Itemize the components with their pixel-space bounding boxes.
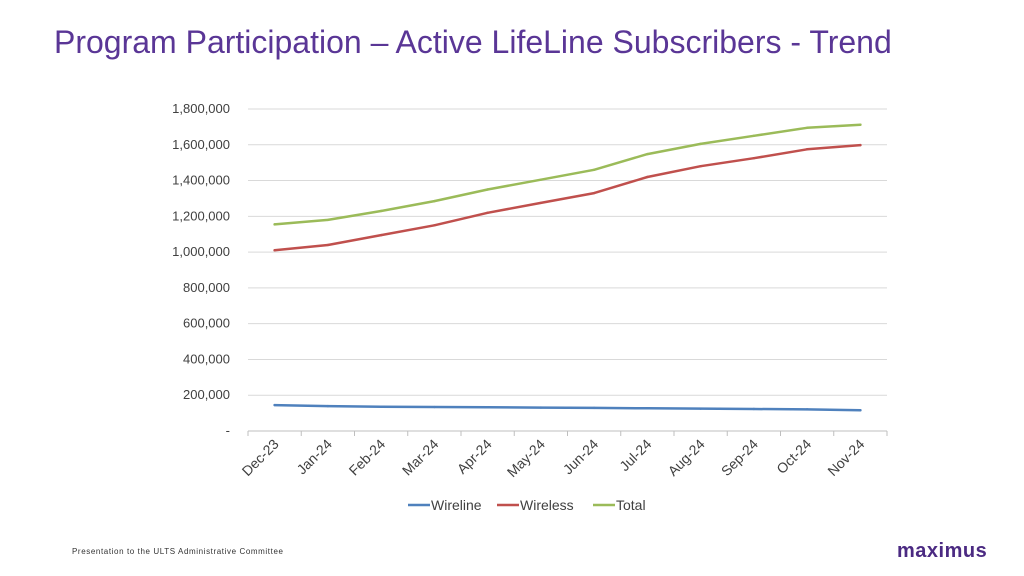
x-tick-label: Oct-24 — [773, 436, 814, 477]
data-point-wireless — [486, 211, 489, 214]
chart-axes: - 200,000 400,000 600,000 800,000 1,000,000 1,… — [172, 101, 888, 480]
data-point-total — [752, 134, 756, 138]
data-point-wireless — [379, 233, 383, 237]
data-point-total — [646, 152, 649, 156]
y-tick-label: 1,400,000 — [172, 173, 230, 188]
y-tick-label: 400,000 — [183, 351, 230, 366]
footer-text: Presentation to the ULTS Administrative … — [72, 547, 284, 556]
data-point-wireline — [592, 406, 596, 410]
data-point-wireline — [326, 404, 330, 408]
data-point-wireline — [379, 405, 383, 408]
data-point-wireless — [273, 249, 276, 252]
x-tick-label: Feb-24 — [346, 436, 389, 479]
data-point-total — [539, 178, 543, 181]
data-point-wireless — [592, 191, 596, 195]
data-point-wireline — [646, 407, 649, 410]
data-point-total — [273, 223, 276, 226]
legend-label-wireless: Wireless — [520, 497, 574, 513]
data-point-total — [805, 126, 809, 129]
chart-legend: Wireline Wireless Total — [408, 497, 646, 513]
data-point-wireline — [539, 406, 543, 409]
data-point-total — [486, 188, 489, 191]
y-tick-label: 1,800,000 — [172, 101, 230, 116]
data-point-wireline — [486, 406, 489, 409]
data-point-total — [326, 218, 330, 222]
y-tick-label: 200,000 — [183, 387, 230, 402]
y-tick-label: 1,200,000 — [172, 208, 230, 223]
x-tick-label: Jul-24 — [616, 436, 654, 474]
data-point-wireline — [859, 409, 862, 412]
series-line-wireline — [273, 403, 862, 412]
x-tick-label: Jun-24 — [560, 436, 602, 478]
data-point-wireline — [273, 403, 276, 407]
x-tick-label: May-24 — [504, 436, 548, 480]
slide-title: Program Participation – Active LifeLine … — [54, 24, 892, 60]
data-point-wireless — [326, 243, 330, 247]
x-tick-label: Jan-24 — [293, 436, 335, 478]
x-tick-label: Dec-23 — [239, 436, 282, 479]
data-point-wireless — [859, 143, 862, 147]
x-tick-label: Nov-24 — [824, 436, 867, 479]
data-point-wireless — [646, 175, 649, 179]
legend-label-total: Total — [616, 497, 646, 513]
y-tick-label: - — [226, 423, 230, 438]
data-point-wireline — [699, 407, 702, 410]
chart-series — [273, 123, 862, 412]
data-point-total — [592, 168, 596, 172]
data-point-wireless — [433, 224, 436, 227]
data-point-total — [379, 209, 383, 213]
maximus-logo: maximus — [897, 540, 988, 562]
data-point-total — [859, 123, 862, 126]
data-point-wireline — [433, 405, 436, 409]
x-tick-label: Sep-24 — [718, 436, 761, 479]
y-tick-label: 600,000 — [183, 316, 230, 331]
x-tick-label: Aug-24 — [665, 436, 708, 479]
y-tick-label: 800,000 — [183, 280, 230, 295]
legend-label-wireline: Wireline — [431, 497, 482, 513]
data-point-wireline — [752, 407, 756, 411]
data-point-total — [699, 142, 702, 146]
y-tick-label: 1,600,000 — [172, 137, 230, 152]
x-tick-label: Apr-24 — [454, 436, 495, 477]
data-point-wireless — [752, 156, 756, 160]
data-point-wireless — [699, 165, 702, 168]
data-point-wireless — [805, 148, 809, 151]
data-point-wireless — [539, 201, 543, 205]
chart-gridlines — [248, 108, 887, 396]
y-tick-label: 1,000,000 — [172, 244, 230, 259]
series-line-wireless — [273, 143, 862, 252]
data-point-total — [433, 199, 436, 203]
data-point-wireline — [805, 408, 809, 411]
series-line-total — [273, 123, 862, 226]
x-tick-label: Mar-24 — [399, 436, 442, 479]
